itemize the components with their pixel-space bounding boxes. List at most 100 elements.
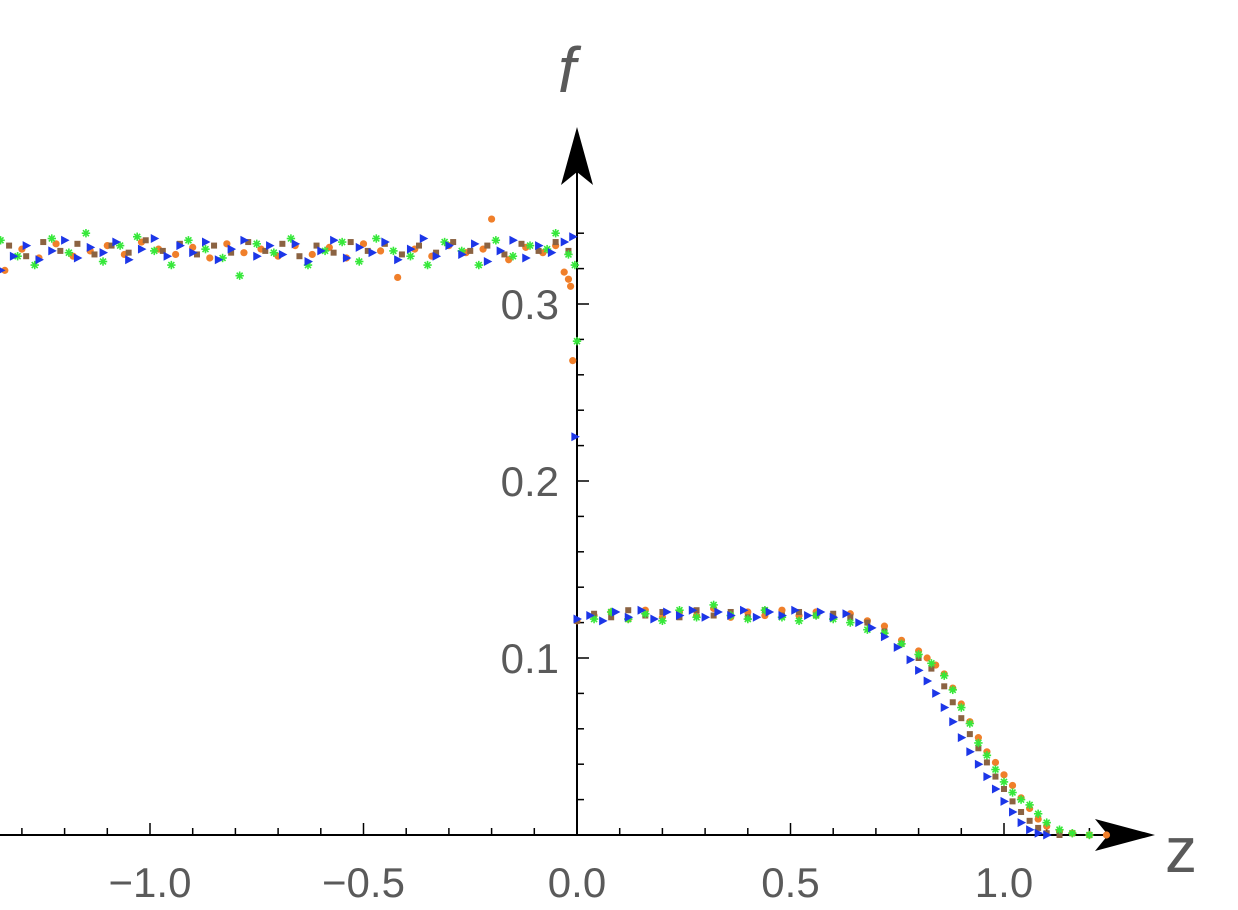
- data-point-square: [928, 665, 935, 672]
- data-point-star: [64, 248, 74, 257]
- data-point-triangle: [816, 607, 826, 617]
- data-point-triangle: [73, 253, 83, 263]
- data-point-square: [6, 242, 13, 249]
- data-point-square: [1056, 832, 1063, 838]
- data-point-square: [552, 239, 559, 246]
- data-point-triangle: [214, 255, 224, 265]
- data-point-star: [423, 260, 432, 270]
- data-point-triangle: [624, 612, 634, 622]
- data-point-circle: [394, 273, 402, 282]
- data-point-square: [23, 253, 30, 260]
- data-point-triangle: [573, 614, 582, 624]
- data-point-triangle: [445, 241, 454, 251]
- data-point-circle: [560, 268, 568, 276]
- ticks: [21, 232, 1091, 835]
- data-point-star: [846, 618, 855, 627]
- data-point-square: [159, 247, 166, 254]
- data-point-triangle: [202, 237, 211, 247]
- data-point-star: [794, 616, 804, 626]
- data-point-star: [98, 257, 108, 266]
- data-point-triangle: [880, 632, 890, 642]
- data-point-star: [1008, 788, 1017, 797]
- data-point-triangle: [675, 611, 685, 621]
- data-point-triangle: [61, 235, 70, 245]
- data-point-star: [1033, 809, 1043, 818]
- data-point-square: [211, 242, 218, 249]
- data-point-triangle: [714, 607, 723, 617]
- data-point-triangle: [535, 241, 544, 251]
- data-point-triangle: [688, 605, 698, 615]
- axes: [0, 127, 1155, 851]
- data-point-square: [228, 249, 235, 256]
- x-axis-title: z: [1165, 814, 1197, 886]
- data-point-square: [40, 239, 47, 246]
- data-point-star: [641, 609, 650, 618]
- x-tick-label: −1.0: [109, 859, 192, 906]
- data-point-triangle: [496, 246, 506, 256]
- data-point-triangle: [560, 237, 570, 247]
- data-point-triangle: [112, 237, 121, 247]
- data-point-triangle: [1026, 825, 1035, 835]
- data-point-square: [710, 612, 717, 619]
- data-point-star: [957, 703, 966, 712]
- data-point-star: [897, 639, 906, 649]
- data-point-triangle: [22, 241, 32, 251]
- data-point-square: [142, 237, 149, 244]
- data-point-square: [108, 242, 115, 249]
- data-point-star: [709, 600, 718, 610]
- data-point-circle: [974, 734, 982, 742]
- data-point-triangle: [227, 244, 237, 254]
- data-point-square: [125, 249, 132, 256]
- data-point-square: [1035, 824, 1042, 831]
- data-point-star: [1025, 800, 1034, 810]
- data-point-triangle: [966, 747, 975, 757]
- data-point-circle: [488, 215, 496, 223]
- data-point-triangle: [240, 235, 249, 245]
- data-point-triangle: [940, 703, 950, 713]
- x-axis-arrow: [1095, 819, 1155, 851]
- data-point-triangle: [509, 235, 518, 245]
- data-point-square: [608, 614, 615, 621]
- data-point-triangle: [974, 759, 984, 769]
- data-point-triangle: [483, 257, 493, 267]
- x-tick-label: 1.0: [975, 859, 1033, 906]
- data-point-circle: [52, 240, 60, 248]
- data-point-star: [1042, 818, 1051, 827]
- data-point-triangle: [9, 251, 19, 261]
- data-point-circle: [923, 654, 931, 662]
- data-point-triangle: [663, 607, 672, 617]
- data-point-star: [150, 246, 159, 256]
- data-point-square: [245, 239, 252, 246]
- data-point-star: [167, 260, 176, 270]
- data-point-star: [974, 738, 983, 748]
- data-point-triangle: [0, 267, 6, 274]
- data-point-triangle: [923, 676, 933, 686]
- data-point-star: [372, 234, 381, 243]
- data-point-triangle: [949, 717, 958, 727]
- data-point-square: [958, 715, 965, 722]
- data-point-star: [999, 777, 1009, 787]
- data-point-circle: [206, 254, 214, 262]
- data-point-square: [262, 247, 269, 254]
- data-point-square: [830, 610, 837, 617]
- data-point-triangle: [1043, 830, 1052, 840]
- data-point-triangle: [727, 611, 736, 621]
- data-point-circle: [564, 275, 573, 283]
- data-point-star: [491, 236, 501, 245]
- data-point-triangle: [419, 234, 429, 244]
- data-point-triangle: [304, 257, 313, 267]
- data-point-square: [1026, 817, 1033, 824]
- data-point-star: [0, 236, 5, 245]
- x-tick-label: −0.5: [322, 859, 405, 906]
- data-point-square: [796, 608, 803, 615]
- data-point-triangle: [804, 611, 813, 621]
- data-point-square: [484, 242, 491, 249]
- data-point-star: [389, 246, 398, 256]
- data-point-triangle: [368, 248, 378, 258]
- x-tick-label: 0.5: [761, 859, 819, 906]
- data-point-star: [201, 244, 210, 254]
- data-point-triangle: [868, 623, 877, 633]
- data-point-triangle: [791, 605, 800, 615]
- data-point-triangle: [522, 253, 531, 263]
- data-point-triangle: [406, 244, 416, 254]
